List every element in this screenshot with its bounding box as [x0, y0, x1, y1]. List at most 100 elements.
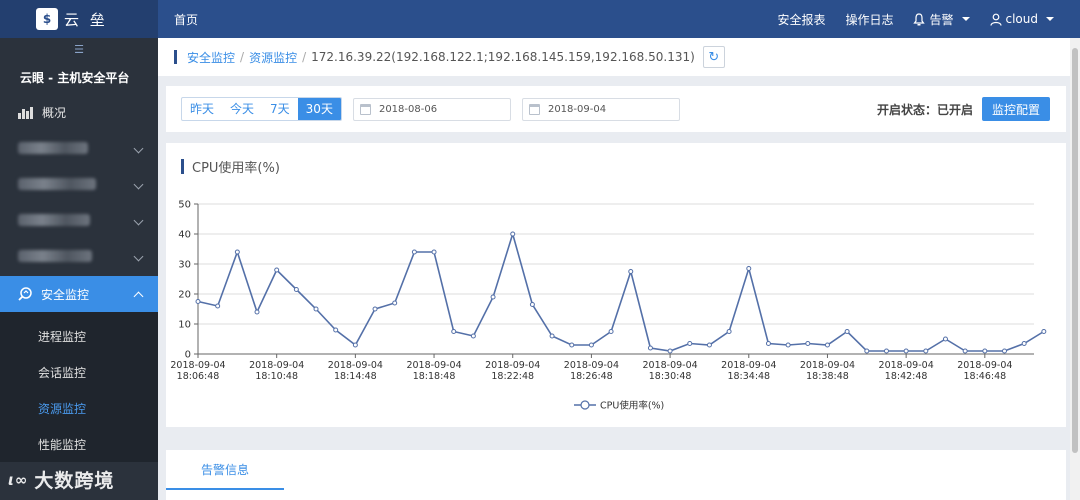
x-tick-label-date: 2018-09-04 [564, 360, 619, 371]
range-yesterday-button[interactable]: 昨天 [190, 102, 215, 116]
y-tick-label: 30 [178, 260, 191, 271]
breadcrumb-marker [174, 50, 177, 64]
refresh-button[interactable]: ↻ [702, 46, 725, 68]
page-scrollbar[interactable] [1070, 38, 1080, 500]
data-point [726, 329, 732, 334]
alert-label: 告警 [929, 12, 954, 27]
data-point [293, 287, 299, 292]
data-point [1021, 341, 1027, 346]
sidebar-item-security-monitor[interactable]: 安全监控 [0, 276, 158, 312]
range-30days-button[interactable]: 30天 [297, 98, 341, 120]
data-point [628, 269, 634, 274]
data-point [431, 249, 437, 255]
cpu-chart-panel: 0 10 20 30 40 50 2018-09-04 18:06:48 2018-09-04 1… [166, 143, 1066, 427]
y-tick-label: 0 [185, 350, 191, 361]
sidebar-item-label: 安全监控 [41, 287, 90, 302]
sidebar-item-label: 概况 [42, 105, 67, 120]
data-point [883, 348, 889, 354]
data-point [372, 306, 378, 312]
data-point [864, 348, 870, 354]
sidebar-item-overview[interactable]: 概况 [0, 94, 158, 130]
chart-title-text: CPU使用率(%) [192, 161, 280, 176]
data-point [785, 342, 791, 348]
sidebar-item-blurred-4[interactable] [0, 238, 158, 274]
x-tick-label-date: 2018-09-04 [485, 360, 540, 371]
data-point [608, 329, 614, 334]
y-tick-label: 10 [178, 320, 191, 331]
data-point [470, 333, 476, 339]
title-marker [181, 159, 184, 174]
refresh-icon: ↻ [708, 49, 720, 65]
range-7days-button[interactable]: 7天 [270, 102, 290, 116]
tabs-panel: 告警信息 [166, 450, 1066, 500]
nav-home-link[interactable]: 首页 [174, 12, 199, 27]
x-tick-label-time: 18:46:48 [963, 371, 1006, 382]
redacted-label [18, 250, 92, 262]
sidebar-subitem-resource[interactable]: 资源监控 [38, 401, 87, 416]
x-tick-label-date: 2018-09-04 [328, 360, 383, 371]
tab-alert-info[interactable]: 告警信息 [166, 450, 284, 490]
sidebar-subitem-process[interactable]: 进程监控 [38, 329, 87, 344]
x-tick-label-time: 18:22:48 [491, 371, 534, 382]
y-tick-label: 50 [178, 200, 191, 211]
data-point [588, 342, 594, 348]
data-point [942, 336, 948, 342]
brand[interactable]: $ 云 垒 [0, 0, 158, 38]
chevron-down-icon [961, 17, 970, 21]
watermark: ι∞ 大数跨境 [8, 466, 114, 493]
data-point [687, 341, 693, 346]
sidebar-subitem-session[interactable]: 会话监控 [38, 365, 87, 380]
data-point [667, 348, 673, 354]
start-date-input[interactable]: 2018-08-06 [352, 97, 511, 121]
x-tick-label-date: 2018-09-04 [879, 360, 934, 371]
operation-log-link[interactable]: 操作日志 [845, 12, 894, 27]
data-point [824, 342, 830, 348]
end-date-value: 2018-09-04 [547, 103, 607, 115]
breadcrumb-link-security[interactable]: 安全监控 [187, 50, 236, 65]
filter-bar: 昨天 今天 7天 30天 2018-08-06 2018-09-04 开启状态：… [166, 86, 1066, 132]
data-point [254, 309, 260, 315]
data-point [274, 267, 280, 273]
monitor-config-button[interactable]: 监控配置 [982, 97, 1050, 121]
x-tick-label-time: 18:42:48 [885, 371, 928, 382]
x-tick-label-time: 18:06:48 [177, 371, 220, 382]
breadcrumb-separator: / [302, 50, 307, 64]
platform-title: 云眼 - 主机安全平台 [20, 70, 130, 85]
data-point [923, 348, 929, 354]
user-dropdown[interactable]: cloud [989, 12, 1054, 26]
calendar-icon [528, 103, 540, 115]
x-tick-label-time: 18:18:48 [413, 371, 456, 382]
chart-title: CPU使用率(%) [181, 157, 280, 176]
calendar-icon [359, 103, 371, 115]
data-point [549, 333, 555, 339]
alert-dropdown[interactable]: 告警 [913, 11, 970, 28]
security-report-link[interactable]: 安全报表 [777, 12, 826, 27]
data-point [352, 342, 358, 348]
watermark-text: 大数跨境 [34, 470, 115, 492]
x-tick-label-time: 18:34:48 [727, 371, 770, 382]
data-point [844, 329, 850, 334]
top-right-menu: 安全报表 操作日志 告警 cloud [777, 11, 1080, 28]
data-point [746, 266, 752, 271]
breadcrumb-host: 172.16.39.22(192.168.122.1;192.168.145.1… [311, 50, 695, 64]
sidebar-item-blurred-3[interactable] [0, 202, 158, 238]
legend-marker [580, 400, 590, 410]
scrollbar-thumb[interactable] [1072, 48, 1078, 453]
sidebar-subitem-performance[interactable]: 性能监控 [38, 437, 87, 452]
x-tick-label-time: 18:14:48 [334, 371, 377, 382]
sidebar-toggle-icon[interactable]: ☰ [74, 42, 84, 56]
y-tick-label: 40 [178, 230, 191, 241]
sidebar-item-blurred-1[interactable] [0, 130, 158, 166]
sidebar-submenu: 进程监控 会话监控 资源监控 性能监控 [0, 312, 158, 462]
chevron-up-icon [133, 291, 144, 301]
data-point [392, 300, 398, 306]
x-tick-label-date: 2018-09-04 [957, 360, 1012, 371]
breadcrumb-link-resource[interactable]: 资源监控 [249, 50, 298, 65]
data-point [706, 342, 712, 348]
data-point [903, 348, 909, 354]
bar-chart-icon [18, 105, 34, 119]
redacted-label [18, 214, 90, 226]
sidebar-item-blurred-2[interactable] [0, 166, 158, 202]
range-today-button[interactable]: 今天 [230, 102, 255, 116]
end-date-input[interactable]: 2018-09-04 [521, 97, 680, 121]
